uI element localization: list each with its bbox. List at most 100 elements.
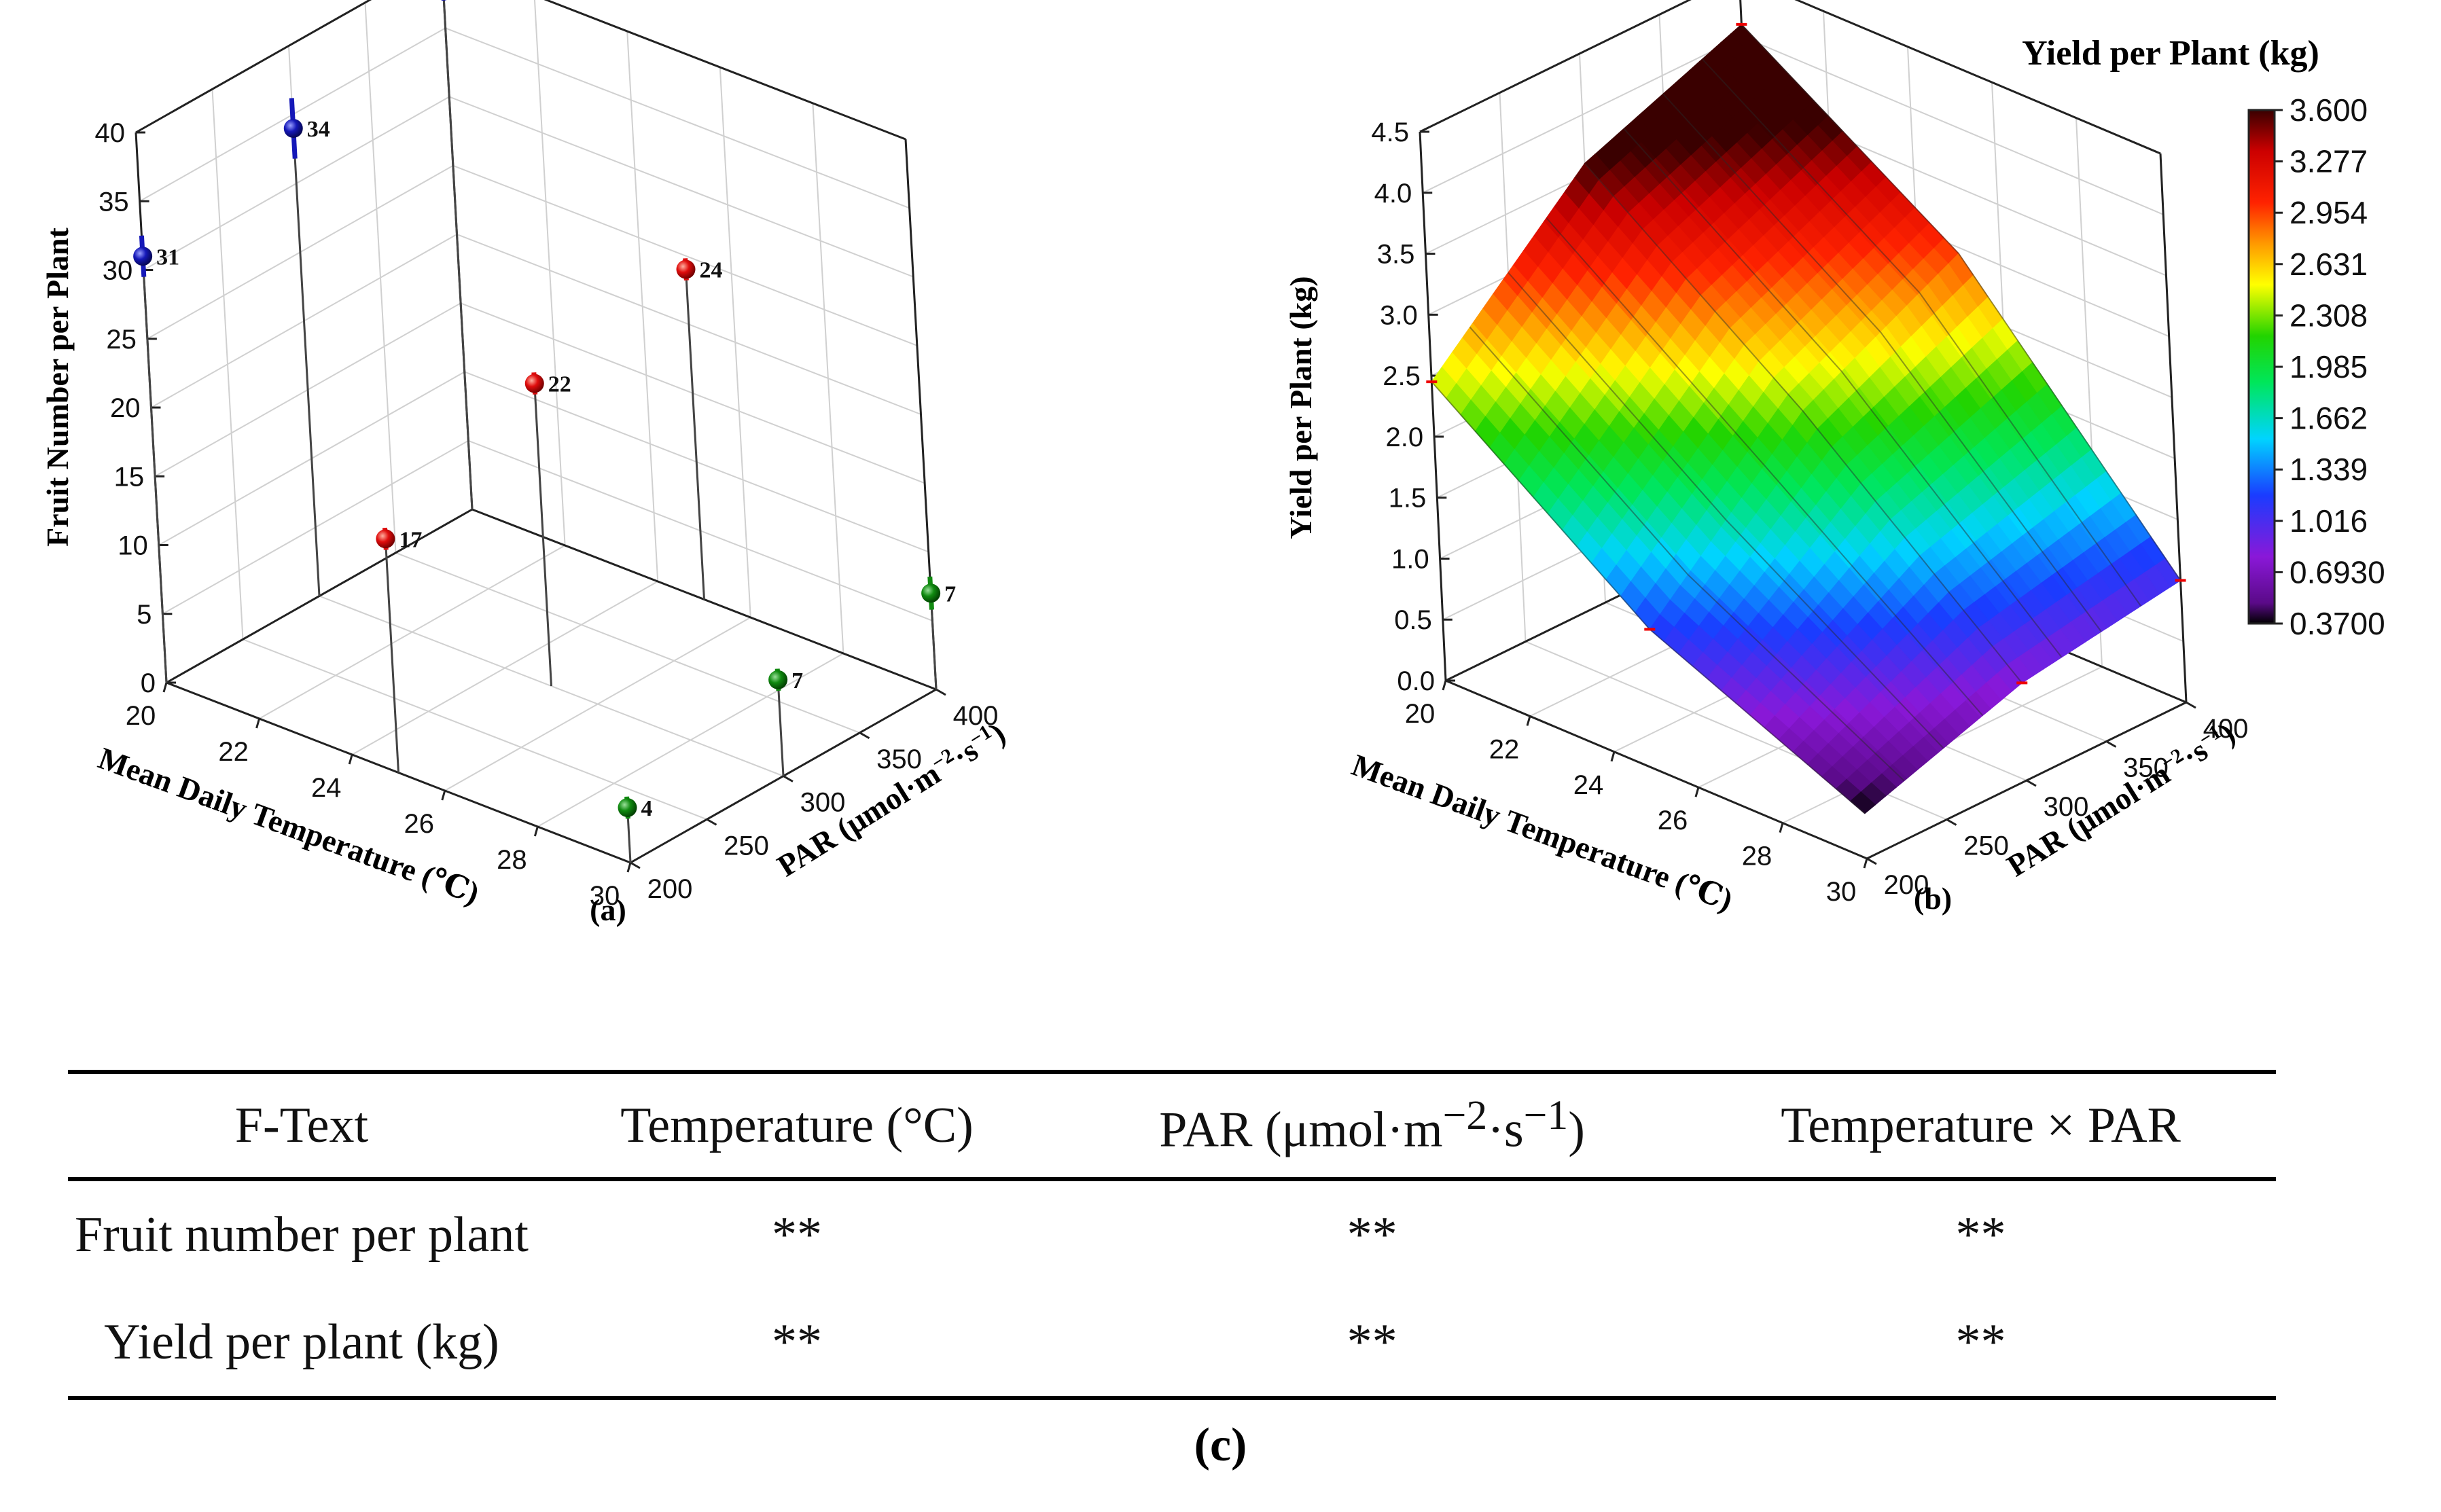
z-tick-label: 2.0 — [1385, 422, 1423, 452]
contour-line — [1584, 162, 2023, 684]
significance-table: F-Text Temperature (°C) PAR (μmol·m−2·s−… — [68, 1070, 2276, 1400]
z-tick-label: 35 — [99, 187, 129, 217]
y-tick — [706, 818, 717, 826]
z-tick-label: 1.0 — [1391, 544, 1429, 574]
y-tick — [2105, 740, 2117, 748]
z-axis-title: Yield per Plant (kg) — [1283, 276, 1318, 539]
contour-line — [1469, 327, 1905, 782]
anova-table: F-Text Temperature (°C) PAR (μmol·m−2·s−… — [68, 1070, 2276, 1400]
table-row: Fruit number per plant ** ** ** — [68, 1179, 2276, 1289]
axis-edge — [1445, 679, 1868, 860]
x-tick-label: 28 — [1742, 842, 1772, 871]
x-tick — [441, 790, 446, 801]
data-label: 17 — [399, 527, 422, 552]
z-tick-label: 15 — [114, 462, 145, 492]
x-tick-label: 30 — [1826, 877, 1857, 907]
data-point — [376, 529, 395, 549]
contour-line — [1662, 93, 2102, 632]
error-bar — [441, 0, 446, 1]
colorbar: Yield per Plant (kg) 3.600 3.277 2.954 2.631… — [2022, 34, 2385, 641]
y-tick-label: 350 — [876, 744, 922, 774]
data-point — [133, 247, 153, 266]
y-tick — [1946, 818, 1957, 826]
y-tick-label: 200 — [647, 874, 693, 904]
cell-interaction: ** — [1955, 1206, 2006, 1263]
drop-line — [384, 539, 399, 773]
z-tick-label: 0.0 — [1397, 666, 1435, 696]
cell-temperature: ** — [772, 1314, 822, 1370]
y-tick-label: 350 — [2123, 753, 2169, 783]
axis-box — [135, 0, 938, 864]
data-label: 4 — [641, 796, 653, 821]
colorbar-tick-label: 0.6930 — [2289, 554, 2385, 590]
colorbar-tick-label: 2.308 — [2289, 298, 2368, 333]
header-f-text: F-Text — [234, 1097, 369, 1153]
panel-c-caption: (c) — [1194, 1419, 1247, 1471]
x-tick — [162, 682, 168, 693]
y-tick — [2186, 701, 2196, 709]
x-tick — [1610, 751, 1616, 762]
header-interaction: Temperature × PAR — [1781, 1097, 2181, 1153]
data-points: 31 34 38 17 22 24 4 7 7 — [133, 0, 956, 863]
cell-par: ** — [1347, 1206, 1397, 1263]
header-temperature: Temperature (°C) — [620, 1097, 974, 1153]
contour-line — [1701, 58, 2142, 607]
z-tick-label: 0.5 — [1394, 605, 1432, 635]
contour-line — [1546, 217, 1984, 717]
x-tick — [1779, 823, 1784, 833]
x-tick-label: 30 — [590, 881, 620, 911]
z-tick-label: 40 — [95, 118, 126, 148]
y-tick-label: 400 — [2203, 714, 2249, 744]
gridline — [135, 0, 906, 140]
data-point — [921, 583, 941, 603]
y-tick — [859, 732, 870, 740]
data-label: 38 — [457, 0, 480, 1]
colorbar-tick-label: 0.3700 — [2289, 606, 2385, 641]
gridline — [139, 27, 910, 209]
x-tick — [626, 862, 632, 873]
colorbar-title: Yield per Plant (kg) — [2022, 34, 2319, 73]
y-tick — [936, 688, 946, 696]
contour-line — [1623, 128, 2063, 658]
z-tick-label: 2.5 — [1383, 361, 1421, 391]
gridline — [364, 2, 397, 553]
x-tick — [348, 754, 353, 765]
cell-temperature: ** — [772, 1206, 822, 1263]
y-tick — [783, 775, 794, 782]
x-tick-label: 26 — [404, 809, 435, 839]
z-tick-label: 0 — [141, 668, 156, 698]
data-label: 7 — [791, 668, 803, 694]
z-tick-label: 1.5 — [1389, 484, 1427, 514]
drop-line — [685, 269, 705, 600]
axis-edge — [2159, 153, 2188, 703]
drop-line — [292, 128, 321, 596]
data-label: 24 — [700, 258, 723, 283]
data-label: 7 — [944, 581, 956, 607]
drop-line — [533, 383, 552, 687]
contour-line — [1741, 24, 2181, 581]
gridline — [147, 164, 918, 346]
gridline — [626, 31, 659, 582]
colorbar-tick-label: 2.954 — [2289, 195, 2368, 230]
x-tick — [1442, 680, 1447, 691]
x-tick-label: 22 — [1489, 734, 1520, 764]
z-tick-label: 3.0 — [1380, 300, 1418, 330]
data-label: 31 — [156, 245, 179, 270]
gridline — [143, 96, 914, 278]
y-tick-label: 250 — [724, 831, 769, 861]
grid-lines — [135, 0, 937, 863]
axis-edge — [1419, 131, 1447, 681]
drop-line — [777, 679, 785, 776]
panel-label: (a) — [590, 893, 626, 927]
z-tick-label: 5 — [137, 600, 152, 630]
z-axis-title: Fruit Number per Plant — [40, 227, 75, 546]
table-header-row: F-Text Temperature (°C) PAR (μmol·m−2·s−… — [68, 1072, 2276, 1179]
gridline — [162, 439, 933, 622]
data-label: 34 — [307, 117, 330, 142]
x-tick — [1526, 715, 1531, 726]
tick-marks: 20 22 24 26 28 30 200 250 300 350 400 0 5 10 15 20 25 30 3… — [95, 118, 999, 911]
header-par: PAR (μmol·m−2·s−1) — [1159, 1092, 1585, 1158]
data-point — [524, 374, 544, 393]
colorbar-tick-label: 1.339 — [2289, 452, 2368, 487]
